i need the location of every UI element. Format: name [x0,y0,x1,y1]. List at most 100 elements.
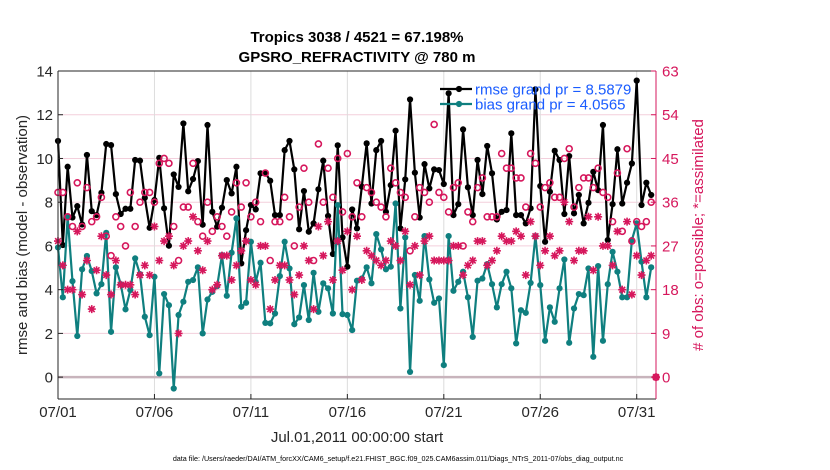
rmse-point [141,194,148,201]
possible-obs-marker [555,193,564,202]
assimilated-obs-marker [78,290,87,299]
assimilated-obs-marker [420,237,429,246]
y-left-tick-label: 14 [36,64,53,81]
bias-point [474,277,481,284]
rmse-point [271,212,279,219]
rmse-point [402,176,409,183]
assimilated-obs-marker [565,217,574,226]
possible-obs-marker [222,232,231,241]
bias-point [291,321,298,328]
possible-obs-marker [87,217,96,226]
possible-obs-marker [367,188,376,197]
rmse-point [575,191,582,199]
rmse-point [541,238,549,245]
possible-obs-marker [391,178,400,187]
bias-point [493,304,500,311]
assimilated-obs-marker [623,217,632,226]
possible-obs-marker [464,208,472,216]
possible-obs-marker [136,198,144,206]
assimilated-obs-marker [381,256,390,265]
bias-point [426,276,433,283]
possible-obs-marker [613,169,622,177]
possible-obs-marker [198,232,207,241]
possible-obs-marker [333,154,342,163]
rmse-point [464,184,472,191]
rmse-point [532,86,539,93]
bias-point [488,281,496,288]
bias-point [416,297,423,304]
assimilated-obs-marker [111,256,120,265]
possible-obs-marker [546,178,554,187]
rmse-point [160,205,168,212]
rmse-point [83,151,91,159]
assimilated-obs-marker [560,198,569,207]
bias-point [537,281,544,289]
assimilated-obs-marker [497,232,506,241]
rmse-point [474,156,481,164]
rmse-point [170,171,177,178]
rmse-point [151,196,158,204]
possible-obs-marker [242,178,250,187]
possible-obs-marker [189,159,197,168]
y-left-tick-label: 12 [36,107,53,124]
bias-point [305,316,312,324]
bias-point [556,285,563,292]
possible-obs-marker [372,198,381,206]
bias-point [435,295,443,302]
bias-point [180,298,187,305]
rmse-point [74,203,81,210]
possible-obs-marker [348,212,356,221]
possible-obs-marker [353,178,361,187]
assimilated-obs-marker [92,266,101,275]
bias-point [387,263,394,270]
bias-point [599,337,607,344]
assimilated-obs-marker [434,256,443,265]
x-tick-label: 07/01 [39,404,77,421]
rmse-point [590,168,597,175]
y-right-tick-label: 18 [662,282,679,299]
rmse-point [546,188,554,195]
possible-obs-marker [285,212,294,221]
possible-obs-marker [536,203,545,211]
rmse-point [435,166,443,174]
assimilated-obs-marker [541,246,550,255]
rmse-point [344,263,351,270]
rmse-point [503,206,510,214]
bias-point [228,249,235,256]
possible-obs-marker [218,222,226,231]
possible-obs-marker [126,188,135,197]
bias-point [402,234,409,241]
bias-point [498,281,505,288]
possible-obs-marker [83,183,91,192]
possible-obs-marker [261,169,270,177]
bias-point [643,294,650,301]
grid-layer [57,71,656,399]
possible-obs-marker [608,217,617,226]
bias-point [368,280,375,287]
assimilated-obs-marker [203,237,212,246]
possible-obs-marker [304,198,313,206]
possible-obs-marker [280,193,289,202]
rmse-point [180,120,187,127]
rmse-point [421,161,428,168]
bias-point [575,290,582,298]
assimilated-obs-marker [280,261,289,270]
assimilated-obs-marker [545,232,554,241]
assimilated-obs-marker [613,227,622,236]
rmse-point [406,96,414,103]
possible-obs-marker [406,246,414,255]
bias-point [619,294,626,301]
assimilated-obs-marker [410,241,419,250]
assimilated-obs-marker [261,241,270,250]
bias-point [320,280,327,287]
rmse-point [551,147,558,154]
possible-obs-marker [411,212,419,221]
assimilated-obs-marker [198,266,207,275]
assimilated-obs-marker [425,232,434,241]
rmse-point [132,156,139,164]
possible-obs-marker [493,212,501,221]
assimilated-obs-marker [179,241,188,250]
assimilated-obs-marker [246,275,255,284]
y-right-tick-label: 27 [662,238,679,255]
possible-obs-marker [266,256,274,265]
